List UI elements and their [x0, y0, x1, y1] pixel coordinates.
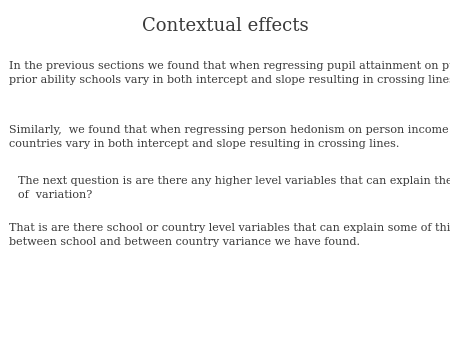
Text: Contextual effects: Contextual effects	[142, 17, 308, 35]
Text: That is are there school or country level variables that can explain some of thi: That is are there school or country leve…	[9, 223, 450, 247]
Text: In the previous sections we found that when regressing pupil attainment on pupil: In the previous sections we found that w…	[9, 61, 450, 85]
Text: Similarly,  we found that when regressing person hedonism on person income
count: Similarly, we found that when regressing…	[9, 125, 449, 149]
Text: The next question is are there any higher level variables that can explain these: The next question is are there any highe…	[18, 176, 450, 200]
